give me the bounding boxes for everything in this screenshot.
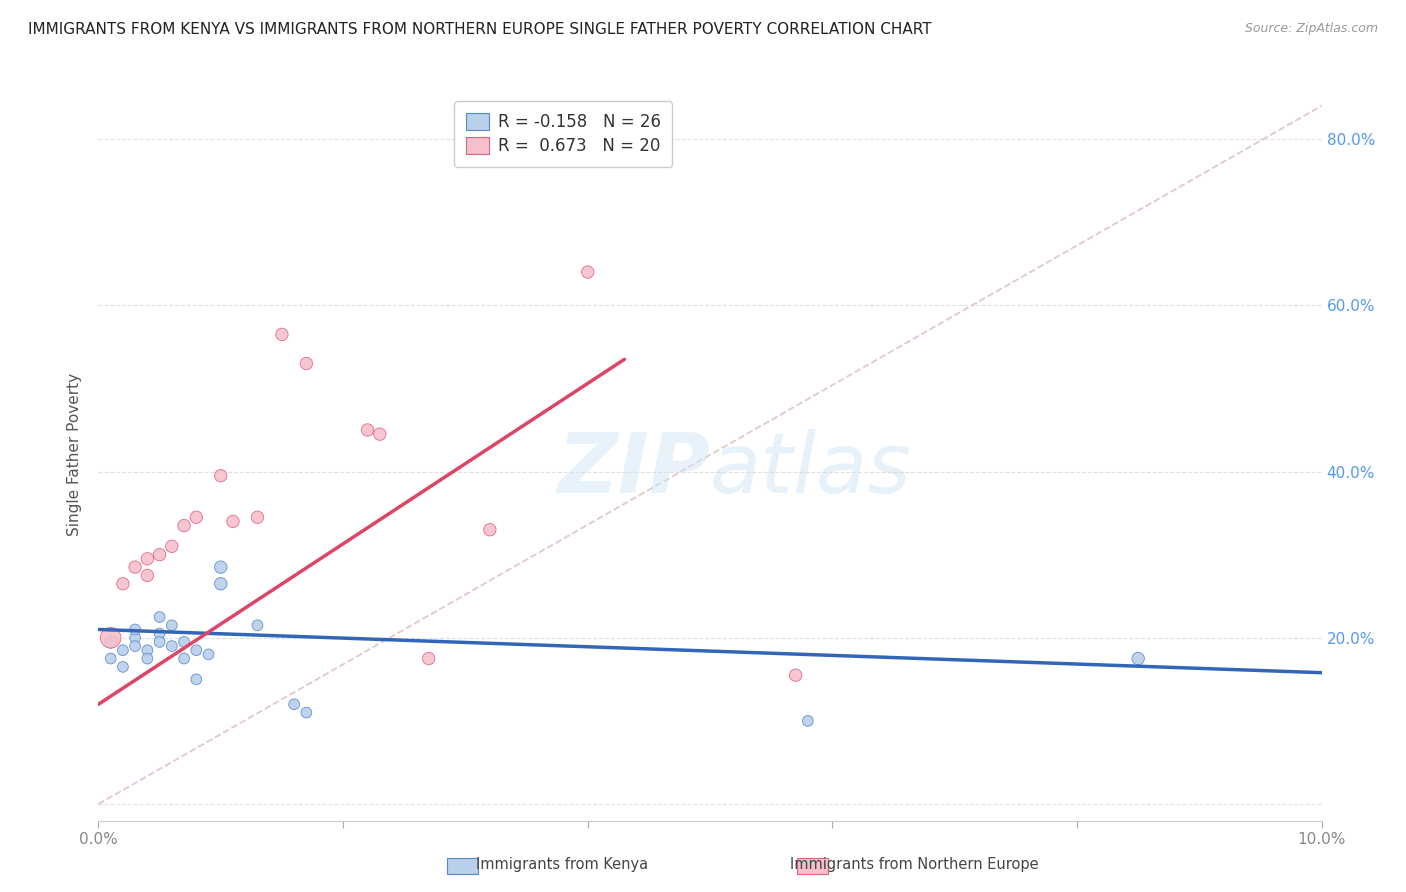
- Point: [100, 631, 122, 645]
- Y-axis label: Single Father Poverty: Single Father Poverty: [67, 374, 83, 536]
- Point: [111, 660, 134, 674]
- Point: [149, 548, 172, 562]
- Point: [160, 639, 183, 653]
- Point: [246, 618, 269, 632]
- Legend: R = -0.158   N = 26, R =  0.673   N = 20: R = -0.158 N = 26, R = 0.673 N = 20: [454, 101, 672, 167]
- Point: [124, 631, 146, 645]
- Point: [124, 623, 146, 637]
- Point: [124, 639, 146, 653]
- Point: [295, 706, 318, 720]
- Point: [209, 576, 232, 591]
- Point: [136, 643, 159, 657]
- Point: [149, 610, 172, 624]
- Text: atlas: atlas: [710, 429, 911, 510]
- Point: [368, 427, 391, 442]
- Point: [173, 635, 195, 649]
- Point: [418, 651, 440, 665]
- Point: [160, 539, 183, 553]
- Point: [173, 651, 195, 665]
- Point: [246, 510, 269, 524]
- Text: Immigrants from Kenya: Immigrants from Kenya: [477, 857, 648, 872]
- Point: [197, 648, 219, 662]
- Point: [186, 673, 208, 687]
- Point: [149, 626, 172, 640]
- Point: [478, 523, 501, 537]
- Text: IMMIGRANTS FROM KENYA VS IMMIGRANTS FROM NORTHERN EUROPE SINGLE FATHER POVERTY C: IMMIGRANTS FROM KENYA VS IMMIGRANTS FROM…: [28, 22, 932, 37]
- Point: [209, 560, 232, 574]
- Point: [136, 651, 159, 665]
- Point: [295, 356, 318, 371]
- Point: [797, 714, 820, 728]
- Point: [186, 643, 208, 657]
- Point: [270, 327, 292, 342]
- Point: [356, 423, 378, 437]
- Point: [209, 468, 232, 483]
- Point: [124, 560, 146, 574]
- Point: [100, 635, 122, 649]
- Point: [111, 576, 134, 591]
- Text: Immigrants from Northern Europe: Immigrants from Northern Europe: [790, 857, 1038, 872]
- Point: [222, 515, 245, 529]
- Point: [160, 618, 183, 632]
- Point: [136, 551, 159, 566]
- Point: [576, 265, 599, 279]
- Point: [149, 635, 172, 649]
- Point: [1128, 651, 1150, 665]
- Point: [186, 510, 208, 524]
- Text: ZIP: ZIP: [557, 429, 710, 510]
- Point: [283, 698, 305, 712]
- Text: Source: ZipAtlas.com: Source: ZipAtlas.com: [1244, 22, 1378, 36]
- Point: [100, 651, 122, 665]
- Point: [173, 518, 195, 533]
- Point: [111, 643, 134, 657]
- Point: [136, 568, 159, 582]
- Point: [785, 668, 807, 682]
